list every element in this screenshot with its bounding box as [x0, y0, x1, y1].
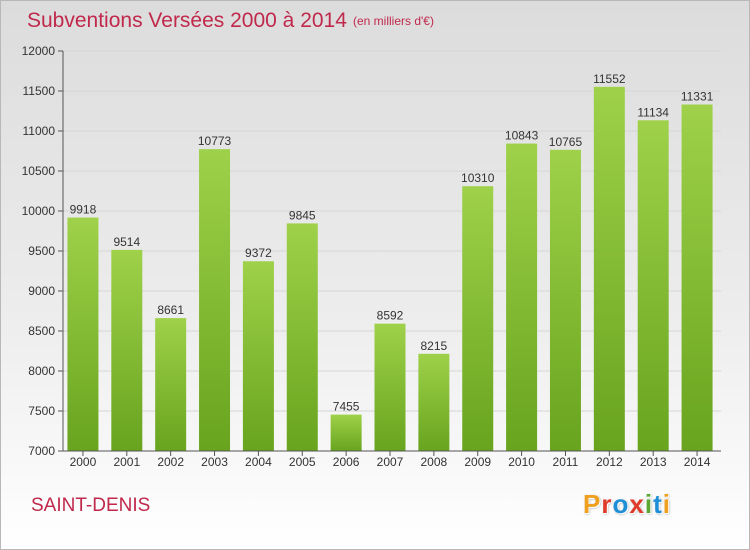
- bar-value-label: 10310: [461, 171, 495, 185]
- bar-value-label: 8592: [377, 309, 404, 323]
- proxiti-logo[interactable]: Proxiti: [583, 489, 671, 520]
- unit-note: (en milliers d'€): [353, 14, 434, 28]
- x-tick-label: 2005: [289, 455, 316, 469]
- x-tick-label: 2014: [684, 455, 711, 469]
- bar-2010[interactable]: [506, 143, 538, 451]
- y-tick-label: 11000: [23, 124, 56, 138]
- bar-value-label: 9918: [70, 203, 97, 217]
- bar-value-label: 10843: [505, 129, 539, 143]
- x-tick-label: 2011: [553, 455, 579, 469]
- x-axis: 2000 2001 2002 2003 2004 2005 2006 2007 2008 2009…: [63, 450, 721, 469]
- bar-value-label: 11134: [637, 105, 669, 119]
- bar-value-label: 9372: [245, 246, 272, 260]
- x-tick-label: 2007: [377, 455, 404, 469]
- bar-value-label: 11331: [681, 90, 714, 104]
- y-tick-label: 12000: [22, 44, 56, 58]
- y-tick-label: 11500: [23, 84, 56, 98]
- y-tick-label: 9500: [28, 244, 55, 258]
- logo-letter: i: [644, 489, 654, 519]
- bar-2009[interactable]: [462, 186, 494, 451]
- y-tick-label: 10500: [22, 164, 56, 178]
- bar-value-label: 11552: [593, 72, 626, 86]
- x-tick-label: 2010: [508, 455, 535, 469]
- bar-2012[interactable]: [593, 86, 625, 451]
- bar-2013[interactable]: [637, 120, 669, 451]
- bar-2005[interactable]: [286, 223, 318, 451]
- y-tick-label: 8500: [28, 324, 55, 338]
- x-tick-label: 2002: [157, 455, 184, 469]
- y-tick-label: 7000: [28, 444, 55, 458]
- y-axis: 7000 7500 8000 8500 9000 9500 10000 10500 11000 1…: [22, 44, 64, 458]
- bar-value-label: 10765: [549, 135, 583, 149]
- x-tick-label: 2009: [464, 455, 491, 469]
- bar-2006[interactable]: [330, 414, 362, 451]
- city-name: SAINT-DENIS: [31, 495, 151, 516]
- logo-letter: t: [653, 489, 663, 519]
- logo-letter: i: [662, 489, 671, 519]
- y-tick-label: 8000: [28, 364, 55, 378]
- y-tick-label: 10000: [22, 204, 56, 218]
- bar-value-label: 8661: [157, 303, 184, 317]
- bar-2000[interactable]: [67, 217, 99, 451]
- bar-value-label: 9845: [289, 208, 316, 222]
- chart-title: Subventions Versées 2000 à 2014: [27, 9, 347, 32]
- bar-2007[interactable]: [374, 323, 406, 451]
- x-tick-label: 2013: [640, 455, 667, 469]
- bars: 9918 9514 8661 10773 9372 9845 7455 8592 8215 103…: [67, 72, 714, 452]
- x-tick-label: 2006: [333, 455, 360, 469]
- bar-value-label: 10773: [198, 134, 232, 148]
- x-tick-label: 2000: [70, 455, 97, 469]
- bar-2003[interactable]: [199, 149, 231, 451]
- x-tick-label: 2012: [596, 455, 623, 469]
- y-tick-label: 7500: [28, 404, 55, 418]
- logo-letter: r: [601, 489, 613, 519]
- bar-2001[interactable]: [111, 249, 143, 451]
- bar-2008[interactable]: [418, 353, 450, 451]
- logo-letter: P: [583, 489, 602, 519]
- bar-value-label: 7455: [333, 400, 360, 414]
- bar-2011[interactable]: [549, 149, 581, 452]
- logo-letter: o: [612, 489, 630, 519]
- bar-2004[interactable]: [242, 261, 274, 451]
- bar-value-label: 9514: [113, 235, 140, 249]
- x-tick-label: 2003: [201, 455, 228, 469]
- bar-2002[interactable]: [155, 318, 187, 451]
- x-tick-label: 2004: [245, 455, 272, 469]
- bar-2014[interactable]: [681, 104, 713, 452]
- x-tick-label: 2001: [113, 455, 140, 469]
- y-tick-label: 9000: [28, 284, 55, 298]
- bar-value-label: 8215: [421, 339, 448, 353]
- x-tick-label: 2008: [421, 455, 448, 469]
- logo-letter: x: [629, 489, 645, 519]
